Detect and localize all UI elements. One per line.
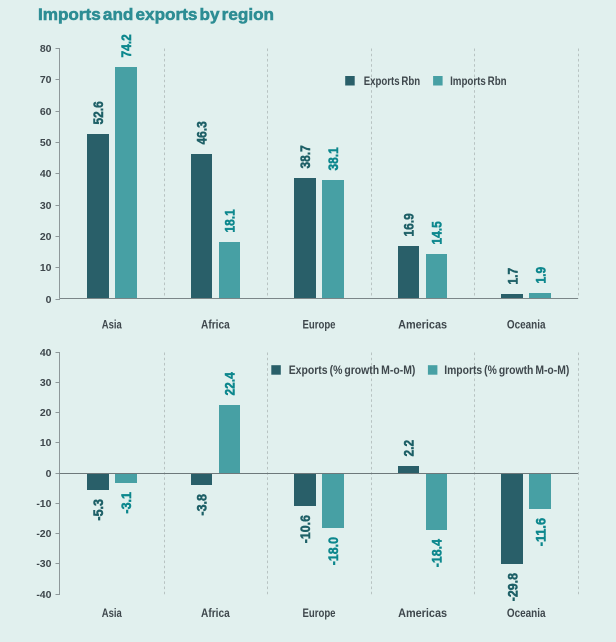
svg-text:Africa: Africa <box>201 608 230 620</box>
svg-text:-30: -30 <box>36 558 51 570</box>
svg-text:74.2: 74.2 <box>118 34 134 57</box>
svg-text:Oceania: Oceania <box>507 319 546 331</box>
svg-text:18.1: 18.1 <box>222 209 238 232</box>
svg-text:0: 0 <box>46 468 52 480</box>
svg-text:Americas: Americas <box>398 319 447 331</box>
svg-text:10: 10 <box>40 262 52 274</box>
svg-text:30: 30 <box>40 377 52 389</box>
svg-text:30: 30 <box>40 200 52 212</box>
svg-text:Americas: Americas <box>398 608 447 620</box>
svg-text:Imports and exports by region: Imports and exports by region <box>38 6 274 24</box>
svg-text:-29.8: -29.8 <box>504 573 520 601</box>
svg-text:52.6: 52.6 <box>90 101 106 124</box>
svg-text:-18.0: -18.0 <box>325 537 341 565</box>
svg-text:-3.1: -3.1 <box>118 492 134 514</box>
svg-text:40: 40 <box>40 168 52 180</box>
svg-text:70: 70 <box>40 74 52 86</box>
svg-text:Asia: Asia <box>102 319 122 331</box>
svg-text:Exports Rbn: Exports Rbn <box>364 76 421 88</box>
svg-text:-40: -40 <box>36 589 51 601</box>
svg-text:-10.6: -10.6 <box>297 515 313 543</box>
svg-text:Europe: Europe <box>303 608 336 620</box>
svg-text:Asia: Asia <box>102 608 122 620</box>
svg-text:22.4: 22.4 <box>222 372 238 395</box>
svg-text:40: 40 <box>40 347 52 359</box>
svg-text:Imports (% growth M-o-M): Imports (% growth M-o-M) <box>444 365 569 377</box>
svg-text:Imports Rbn: Imports Rbn <box>450 76 507 88</box>
svg-text:50: 50 <box>40 137 52 149</box>
svg-text:-5.3: -5.3 <box>90 499 106 521</box>
svg-text:Oceania: Oceania <box>507 608 546 620</box>
svg-text:20: 20 <box>40 407 52 419</box>
svg-text:60: 60 <box>40 106 52 118</box>
svg-text:-18.4: -18.4 <box>429 539 445 567</box>
svg-text:-3.8: -3.8 <box>194 494 210 516</box>
svg-text:Europe: Europe <box>303 319 336 331</box>
svg-text:1.7: 1.7 <box>504 268 520 285</box>
svg-text:1.9: 1.9 <box>532 267 548 284</box>
svg-text:2.2: 2.2 <box>401 440 417 457</box>
svg-text:10: 10 <box>40 437 52 449</box>
svg-text:Exports (% growth M-o-M): Exports (% growth M-o-M) <box>289 365 416 377</box>
svg-text:0: 0 <box>46 294 52 306</box>
svg-text:38.1: 38.1 <box>325 147 341 170</box>
svg-text:Africa: Africa <box>201 319 230 331</box>
svg-text:-10: -10 <box>36 498 51 510</box>
svg-text:80: 80 <box>40 43 52 55</box>
svg-text:-20: -20 <box>36 528 51 540</box>
svg-text:46.3: 46.3 <box>194 121 210 144</box>
svg-text:14.5: 14.5 <box>429 221 445 244</box>
svg-text:-11.6: -11.6 <box>532 518 548 546</box>
svg-text:20: 20 <box>40 231 52 243</box>
svg-text:16.9: 16.9 <box>401 213 417 236</box>
svg-text:38.7: 38.7 <box>297 145 313 168</box>
